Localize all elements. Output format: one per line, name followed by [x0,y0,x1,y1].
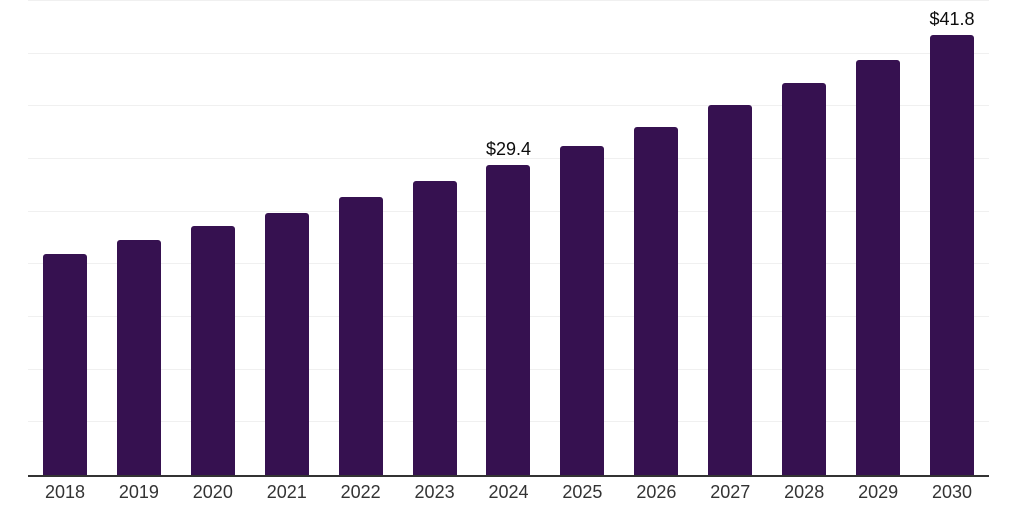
bars-container: $29.4 $41.8 [28,1,989,475]
x-axis-labels: 2018 2019 2020 2021 2022 2023 2024 2025 2026 2027… [28,482,989,503]
plot-area: $29.4 $41.8 [28,0,989,475]
x-tick-label-2025: 2025 [562,482,603,502]
x-tick-label-2026: 2026 [636,482,677,502]
bar-slot [767,1,841,475]
bar-value-label-2030: $41.8 [929,8,975,29]
bar-2019 [116,240,161,475]
bar-2022 [338,196,383,475]
gridline-30 [28,158,989,160]
x-tick-label-2020: 2020 [192,482,233,502]
bar-slot [176,1,250,475]
bar-slot [324,1,398,475]
bar-2020 [190,226,235,475]
gridline-35 [28,105,989,107]
bar-2025 [560,146,605,475]
bar-2027 [708,105,753,475]
x-tick-label-2030: 2030 [932,482,973,502]
bar-slot [398,1,472,475]
bar-slot [693,1,767,475]
bar-2026 [634,127,679,475]
bar-2030: $41.8 [929,9,975,475]
x-tick-label-2019: 2019 [118,482,159,502]
x-tick-label-2028: 2028 [784,482,825,502]
bar-slot: $29.4 [472,1,546,475]
x-tick-label-2018: 2018 [44,482,85,502]
bar-slot [619,1,693,475]
x-tick-label-2023: 2023 [414,482,455,502]
x-tick-label-2021: 2021 [266,482,307,502]
x-tick-label-2027: 2027 [710,482,751,502]
bar-2024: $29.4 [486,139,531,475]
bar-slot [28,1,102,475]
bar-slot: $41.8 [915,1,989,475]
gridline-40 [28,52,989,54]
bar-2018 [42,253,87,475]
x-tick-label-2029: 2029 [858,482,899,502]
bar-2029 [856,60,901,475]
bar-slot [841,1,915,475]
x-axis-line [28,475,989,477]
gridline-45 [28,0,989,1]
bar-slot [545,1,619,475]
bar-2023 [412,181,457,475]
bar-value-label-2024: $29.4 [485,139,532,160]
bar-2021 [264,212,309,475]
x-tick-label-2024: 2024 [488,482,529,502]
bar-slot [250,1,324,475]
bar-slot [102,1,176,475]
bar-2028 [782,83,827,475]
x-tick-label-2022: 2022 [340,482,381,502]
